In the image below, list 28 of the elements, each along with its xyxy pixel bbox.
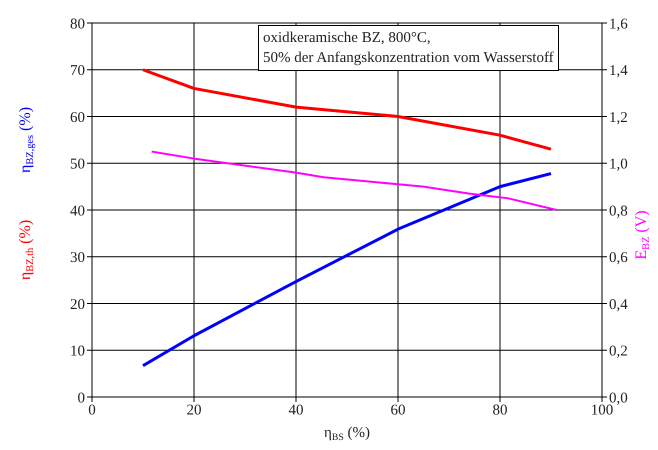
annotation: 50% der Anfangskonzentration vom Wasserstoff [263,49,554,68]
x-tick-label: 20 [186,402,202,419]
x-tick-label: 0 [88,402,96,419]
y-tick-label: 40 [70,203,85,220]
x-tick-label: 60 [390,402,406,419]
y-tick-label: 50 [70,156,85,173]
y-tick-label: 60 [70,110,85,126]
annotation: oxidkeramische BZ, 800°C, [263,29,432,48]
y2-tick-label: 0,8 [609,203,628,220]
y2-tick-label: 0,4 [609,296,628,313]
line-series [150,150,558,211]
x-tick-label: 40 [288,402,304,419]
line-series [142,68,552,151]
y-tick-label: 0 [78,390,85,406]
y2-tick-label: 1,0 [609,156,628,173]
y-tick-label: 10 [70,344,85,360]
y2-tick-label: 0,6 [609,250,628,266]
x-axis-title: η$_{BS}$ (%) [324,425,370,443]
x-tick-label: 80 [492,402,508,419]
y2-tick-label: 0,2 [609,344,628,360]
y2-tick-label: 1,4 [609,63,628,80]
y-tick-label: 80 [70,16,85,32]
y-tick-label: 30 [70,250,85,266]
line-series [142,172,552,368]
y2-tick-label: 1,2 [609,110,628,126]
y2-tick-label: 1,6 [609,16,628,32]
y-tick-label: 70 [70,63,85,80]
y-tick-label: 20 [70,296,85,313]
